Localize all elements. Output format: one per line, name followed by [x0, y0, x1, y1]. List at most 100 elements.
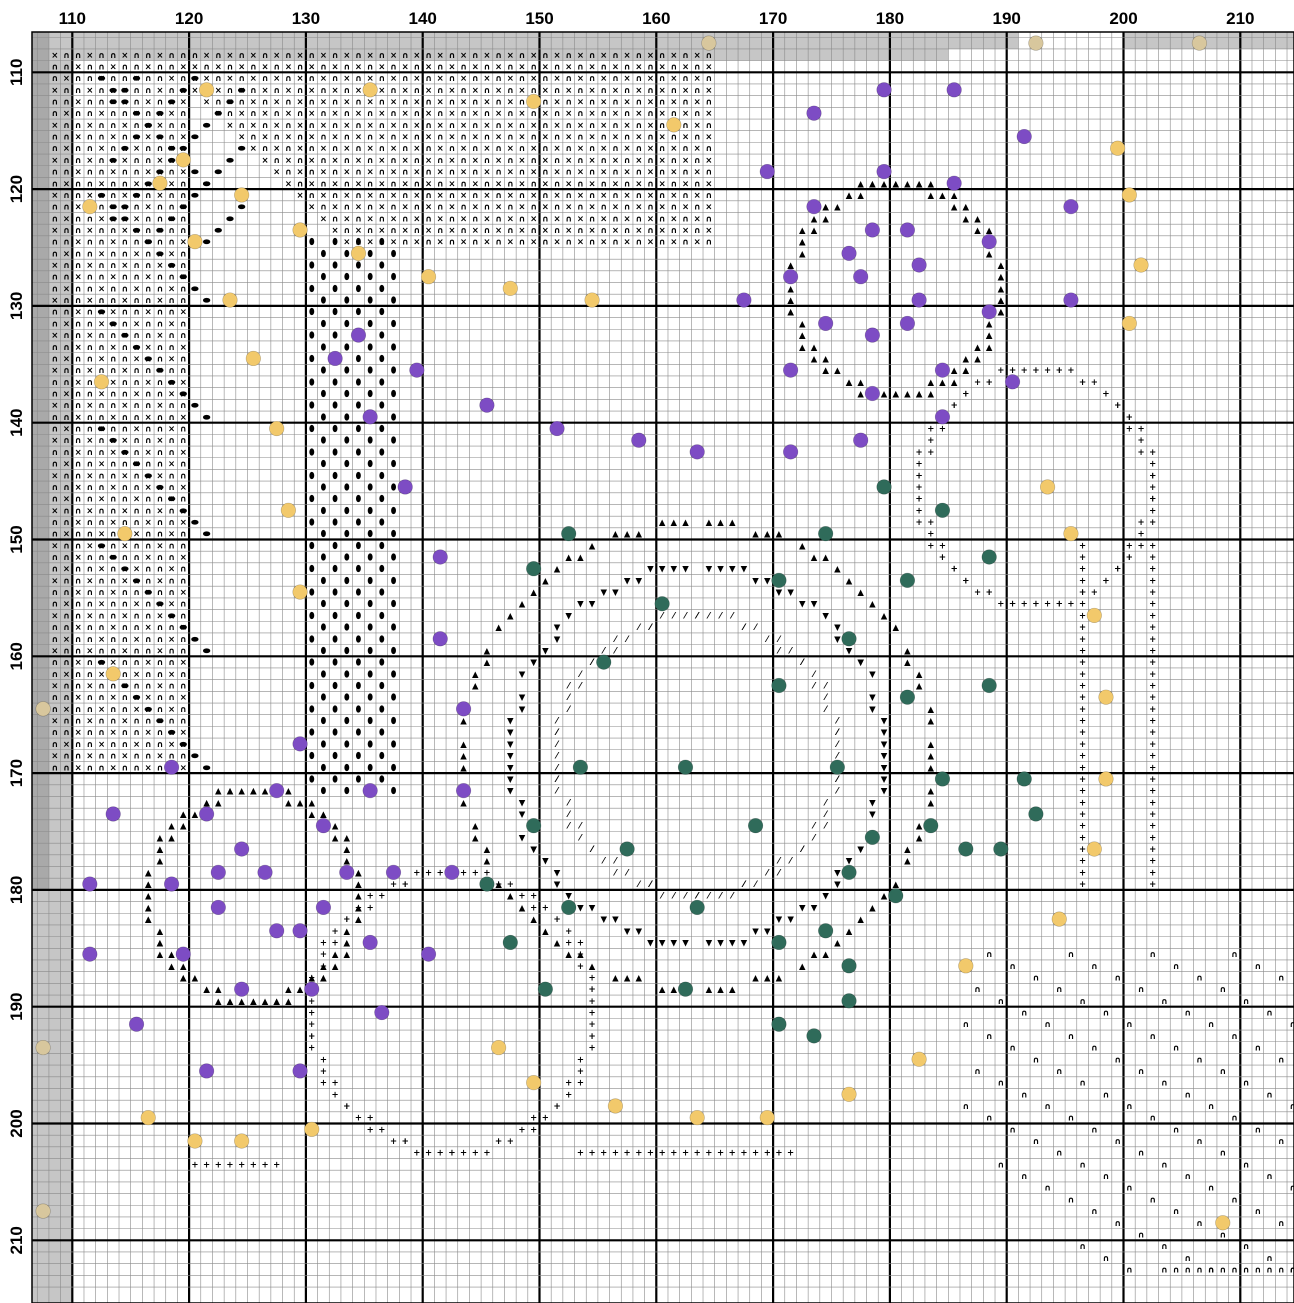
stitch-symbol: + [203, 1160, 210, 1170]
stitch-symbol: × [635, 156, 642, 166]
stitch-symbol: ∩ [519, 74, 526, 84]
stitch-symbol: ∩ [448, 74, 455, 84]
stitch-symbol: × [483, 144, 490, 154]
stitch-symbol: × [168, 284, 175, 294]
stitch-symbol: × [705, 226, 712, 236]
stitch-symbol: × [51, 471, 58, 481]
stitch-symbol: ▲ [904, 390, 911, 400]
stitch-symbol: ▲ [706, 518, 713, 528]
stitch-symbol: ∩ [75, 390, 82, 400]
stitch-symbol: ∩ [542, 191, 549, 201]
stitch-symbol: ∩ [168, 413, 175, 423]
stitch-symbol: ∩ [1009, 962, 1016, 972]
stitch-symbol: ∩ [156, 168, 163, 178]
stitch-symbol: × [63, 425, 70, 435]
stitch-symbol: ∩ [168, 588, 175, 598]
stitch-symbol: ∩ [168, 62, 175, 72]
stitch-symbol: ∩ [659, 98, 666, 108]
stitch-symbol: ▼ [729, 938, 736, 948]
stitch-symbol: × [168, 74, 175, 84]
stitch-symbol: × [413, 51, 420, 61]
stitch-symbol: ∩ [98, 413, 105, 423]
y-tick-label: 130 [7, 292, 26, 320]
stitch-symbol: ⬬ [145, 238, 153, 248]
stitch-symbol: ▲ [881, 390, 888, 400]
stitch-symbol: ∩ [343, 109, 350, 119]
stitch-symbol: + [367, 892, 374, 902]
stitch-symbol: × [110, 483, 117, 493]
stitch-symbol: ⁄ [566, 798, 572, 808]
stitch-symbol: ▼ [752, 927, 759, 937]
stitch-symbol: × [495, 62, 502, 72]
stitch-symbol: ⬮ [379, 657, 385, 668]
stitch-symbol: ∩ [110, 495, 117, 505]
stitch-symbol: × [647, 191, 654, 201]
stitch-symbol: × [413, 238, 420, 248]
stitch-symbol: ▲ [916, 390, 923, 400]
stitch-symbol: ⁄ [694, 611, 700, 621]
stitch-symbol: × [51, 576, 58, 586]
stitch-symbol: ∩ [86, 354, 93, 364]
stitch-symbol: ∩ [273, 86, 280, 96]
stitch-symbol: ▲ [892, 623, 899, 633]
stitch-symbol: ∩ [75, 752, 82, 762]
stitch-symbol: × [378, 203, 385, 213]
stitch-symbol: ∩ [145, 390, 152, 400]
stitch-symbol: ⬮ [391, 716, 397, 727]
stitch-symbol: ∩ [332, 98, 339, 108]
stitch-symbol: ▼ [519, 705, 526, 715]
stitch-symbol: ▼ [741, 565, 748, 575]
green-bead [654, 596, 670, 612]
stitch-symbol: ∩ [1044, 1020, 1051, 1030]
stitch-symbol: × [285, 109, 292, 119]
stitch-symbol: ⁄ [718, 892, 724, 902]
stitch-symbol: ▲ [752, 530, 759, 540]
stitch-symbol: ▲ [168, 962, 175, 972]
green-bead [619, 841, 635, 857]
stitch-symbol: ∩ [86, 62, 93, 72]
stitch-symbol: ∩ [682, 51, 689, 61]
stitch-symbol: ∩ [156, 530, 163, 540]
stitch-symbol: ⬮ [379, 377, 385, 388]
stitch-symbol: ∩ [1138, 1149, 1145, 1159]
stitch-symbol: ∩ [448, 191, 455, 201]
stitch-symbol: ⬮ [379, 400, 385, 411]
stitch-symbol: ▲ [928, 752, 935, 762]
stitch-symbol: ∩ [133, 483, 140, 493]
stitch-symbol: × [226, 98, 233, 108]
stitch-symbol: ∩ [355, 98, 362, 108]
stitch-symbol: ⬮ [332, 704, 338, 715]
green-bead [841, 958, 857, 974]
stitch-symbol: + [367, 1125, 374, 1135]
stitch-symbol: ∩ [1173, 1266, 1180, 1276]
stitch-symbol: × [553, 191, 560, 201]
stitch-symbol: ∩ [554, 179, 561, 189]
purple-bead [304, 981, 320, 997]
y-tick-label: 120 [7, 175, 26, 203]
stitch-symbol: × [226, 121, 233, 131]
stitch-symbol: ⬬ [145, 121, 153, 131]
stitch-symbol: ⁄ [566, 810, 572, 820]
stitch-symbol: × [133, 390, 140, 400]
stitch-symbol: × [472, 62, 479, 72]
stitch-symbol: ∩ [1184, 1009, 1191, 1019]
stitch-symbol: × [624, 98, 631, 108]
stitch-symbol: + [1149, 763, 1156, 773]
stitch-symbol: × [168, 530, 175, 540]
stitch-symbol: ▲ [180, 974, 187, 984]
stitch-symbol: × [63, 214, 70, 224]
stitch-symbol: ∩ [1032, 1055, 1039, 1065]
stitch-symbol: ∩ [367, 156, 374, 166]
stitch-symbol: + [1091, 378, 1098, 388]
stitch-symbol: ▲ [180, 810, 187, 820]
purple-bead [82, 946, 98, 962]
stitch-symbol: × [86, 471, 93, 481]
green-bead [1028, 806, 1044, 822]
stitch-symbol: × [600, 144, 607, 154]
stitch-symbol: ▲ [834, 938, 841, 948]
stitch-symbol: × [285, 86, 292, 96]
stitch-symbol: ▲ [776, 974, 783, 984]
stitch-symbol: ⬬ [203, 179, 211, 189]
stitch-symbol: ∩ [1067, 1195, 1074, 1205]
